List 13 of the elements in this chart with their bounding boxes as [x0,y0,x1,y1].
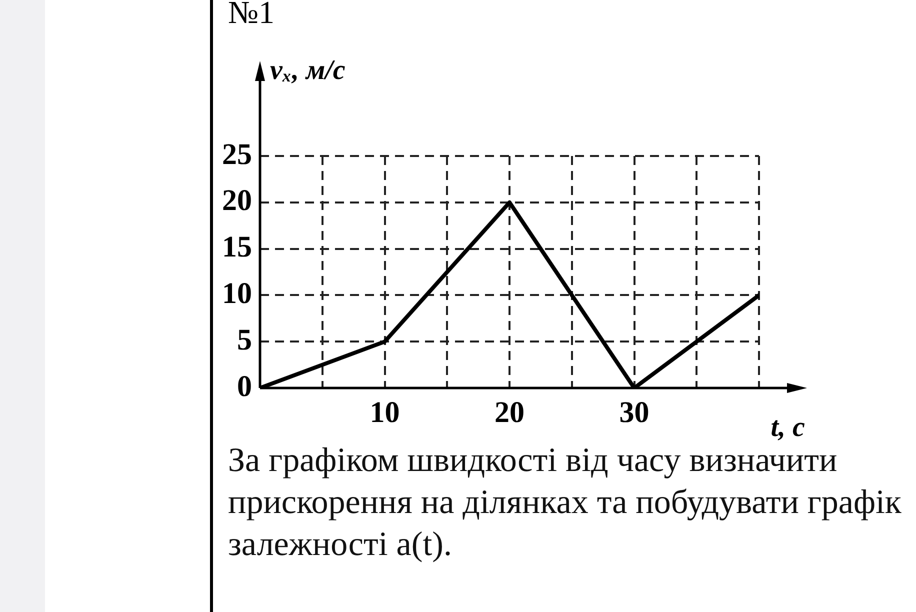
y-axis-title: vₓ, м/с [270,55,346,87]
x-tick-label: 30 [619,396,650,429]
x-tick-label: 10 [370,396,400,429]
y-tick-label: 25 [222,138,252,171]
text: За графіком швидкості від часу визначити прискорення на ділянках та побудувати графік залежності a(t). [228,441,902,565]
chart-title: №1 [228,0,275,30]
y-tick-label: 10 [222,276,252,310]
y-tick-label: 0 [237,370,252,403]
y-tick-label: 15 [222,230,252,264]
y-tick-label: 20 [222,184,252,218]
x-axis-title: t, c [770,412,806,444]
y-tick-label: 5 [237,323,252,356]
x-tick-label: 20 [494,396,524,429]
